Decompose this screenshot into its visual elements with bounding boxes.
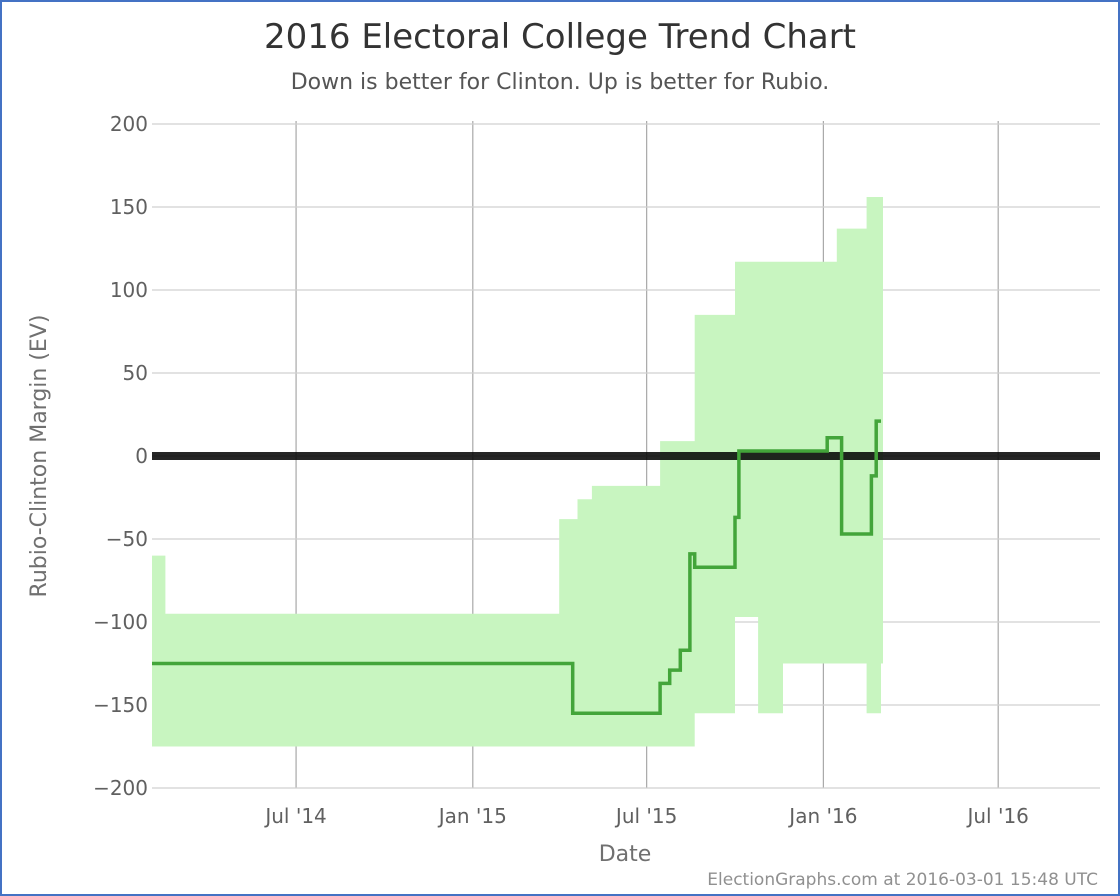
x-tick-label: Jan '15 [437,804,507,828]
y-tick-labels: 200 150 100 50 0 −50 −100 −150 −200 [93,112,148,800]
x-tick-label: Jul '15 [614,804,677,828]
x-tick-labels: Jul '14 Jan '15 Jul '15 Jan '16 Jul '16 [263,804,1029,828]
chart-title: 2016 Electoral College Trend Chart [264,17,856,57]
y-tick-label: −200 [93,776,148,800]
range-band [152,197,883,747]
x-axis-title: Date [599,842,652,867]
chart-credit: ElectionGraphs.com at 2016-03-01 15:48 U… [707,870,1098,890]
range-band-area [152,197,883,747]
x-tick-label: Jul '16 [965,804,1028,828]
expected-margin-line [152,419,881,716]
y-tick-label: −100 [93,610,148,634]
expected-line-layer [152,419,881,716]
x-tick-label: Jan '16 [787,804,857,828]
x-tick-label: Jul '14 [263,804,326,828]
y-tick-label: 50 [123,361,148,385]
y-axis-title: Rubio-Clinton Margin (EV) [27,315,52,598]
y-tick-label: 200 [110,112,148,136]
y-tick-label: −150 [93,693,148,717]
y-tick-label: 150 [110,195,148,219]
y-tick-label: 0 [135,444,148,468]
y-tick-label: −50 [106,527,148,551]
y-tick-label: 100 [110,278,148,302]
chart-subtitle: Down is better for Clinton. Up is better… [291,70,830,95]
